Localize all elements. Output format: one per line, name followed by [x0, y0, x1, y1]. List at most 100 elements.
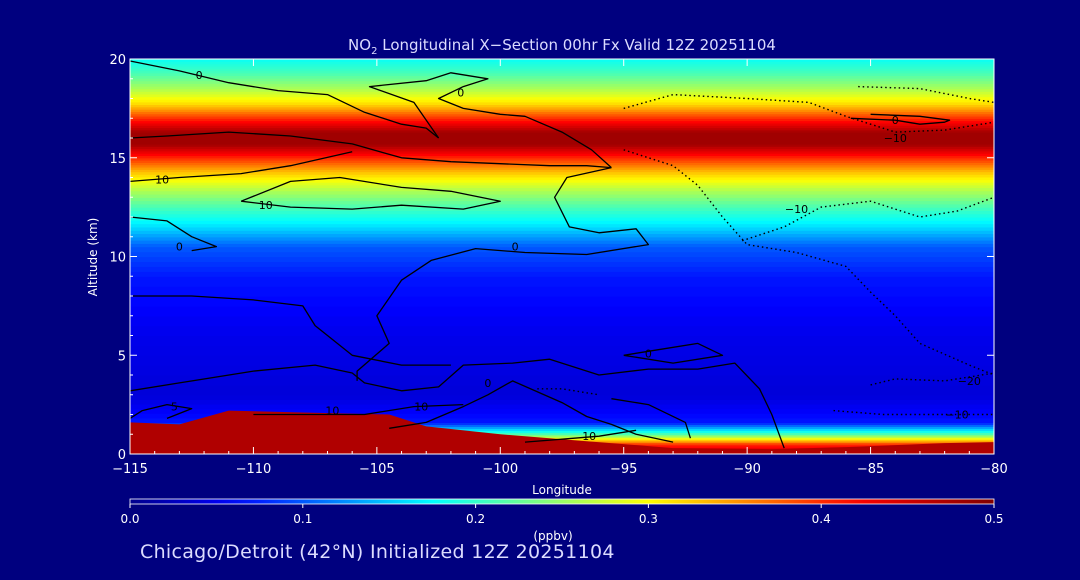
- contour-label: 10: [582, 430, 596, 443]
- heatmap-band: [130, 355, 994, 366]
- contour-label: 10: [325, 405, 339, 418]
- x-tick-label: −95: [610, 462, 637, 477]
- heatmap-band: [130, 118, 994, 122]
- contour-label: −10: [785, 203, 808, 216]
- heatmap-band: [130, 384, 994, 396]
- heatmap-band: [130, 139, 994, 143]
- heatmap-band: [130, 93, 994, 98]
- y-tick-label: 0: [118, 448, 126, 463]
- heatmap-band: [130, 83, 994, 87]
- heatmap-band: [130, 428, 994, 431]
- y-axis-label: Altitude (km): [86, 218, 100, 297]
- heatmap-band: [130, 430, 994, 433]
- contour-line: [623, 93, 994, 133]
- y-tick-label: 5: [118, 349, 126, 364]
- heatmap-band: [130, 413, 994, 419]
- heatmap-band: [130, 72, 994, 77]
- footer-caption: Chicago/Detroit (42°N) Initialized 12Z 2…: [140, 541, 615, 563]
- heatmap-band: [130, 136, 994, 139]
- chart-title-rest: Longitudinal X−Section 00hr Fx Valid 12Z…: [377, 36, 775, 54]
- heatmap-band: [130, 190, 994, 195]
- contour-line: [611, 398, 692, 439]
- contour-label: 10: [414, 401, 428, 414]
- heatmap-band: [130, 375, 994, 386]
- heatmap-band: [130, 266, 994, 272]
- contour-line: [623, 342, 724, 364]
- contour-label: 5: [171, 401, 178, 414]
- colorbar-tick-label: 0.1: [293, 512, 312, 526]
- heatmap-band: [130, 408, 994, 414]
- heatmap-band: [130, 138, 994, 141]
- contour-line: [130, 216, 218, 252]
- heatmap-band: [130, 240, 994, 244]
- chart-title: NO2 Longitudinal X−Section 00hr Fx Valid…: [348, 36, 776, 57]
- y-tick-label: 15: [109, 152, 126, 167]
- heatmap-band: [130, 148, 994, 152]
- heatmap-band: [130, 153, 994, 157]
- heatmap-band: [130, 65, 994, 69]
- heatmap-band: [130, 226, 994, 231]
- contour-line: [130, 358, 785, 449]
- colorbar-tick-label: 0.0: [120, 512, 139, 526]
- heatmap-band: [130, 261, 994, 267]
- contour-label: 0: [484, 377, 491, 390]
- heatmap-band: [130, 174, 994, 178]
- contour-line: [130, 295, 451, 366]
- heatmap-band: [130, 365, 994, 376]
- heatmap-band: [130, 276, 994, 287]
- heatmap-band: [130, 182, 994, 186]
- heatmap-band: [130, 75, 994, 79]
- contour-line: [130, 151, 353, 183]
- x-tick-label: −85: [857, 462, 884, 477]
- heatmap-band: [130, 150, 994, 154]
- heatmap-band: [130, 88, 994, 92]
- colorbar-gradient: [130, 499, 994, 504]
- contour-line: [356, 166, 650, 381]
- heatmap-band: [130, 217, 994, 221]
- heatmap-band: [130, 70, 994, 74]
- contour-label: 0: [892, 114, 899, 127]
- heatmap-band: [130, 243, 994, 248]
- heatmap-band: [130, 160, 994, 163]
- heatmap-band: [130, 141, 994, 145]
- contour-label: 10: [155, 174, 169, 187]
- heatmap-band: [130, 403, 994, 410]
- heatmap-band: [130, 101, 994, 106]
- heatmap-band: [130, 187, 994, 192]
- heatmap-band: [130, 193, 994, 198]
- heatmap-band: [130, 109, 994, 112]
- y-tick-label: 10: [109, 251, 126, 266]
- heatmap-band: [130, 435, 994, 439]
- contour-label: −10: [884, 132, 907, 145]
- heatmap-band: [130, 63, 994, 67]
- heatmap-band: [130, 200, 994, 205]
- colorbar-tick-label: 0.4: [812, 512, 831, 526]
- heatmap-band: [130, 80, 994, 84]
- heatmap-band: [130, 286, 994, 297]
- heatmap-band: [130, 146, 994, 150]
- heatmap-band: [130, 426, 994, 429]
- heatmap-band: [130, 223, 994, 228]
- contour-label: −20: [958, 375, 981, 388]
- contour-line: [870, 372, 994, 386]
- heatmap-band: [130, 155, 994, 159]
- contour-label: 0: [645, 347, 652, 360]
- heatmap-band: [130, 162, 994, 166]
- heatmap-band: [130, 230, 994, 235]
- heatmap-band: [130, 424, 994, 427]
- colorbar-frame: [129, 498, 995, 505]
- heatmap-band: [130, 197, 994, 202]
- heatmap-band: [130, 59, 994, 62]
- heatmap-band: [130, 169, 994, 173]
- contour-label: −10: [945, 409, 968, 422]
- heatmap-band: [130, 176, 994, 181]
- contour-label: 10: [259, 199, 273, 212]
- contour-label: 0: [512, 241, 519, 254]
- heatmap-band: [130, 85, 994, 90]
- colorbar: 0.0 0.1 0.2 0.3 0.4 0.5: [120, 498, 1004, 526]
- heatmap-band: [130, 220, 994, 225]
- heatmap-band: [130, 179, 994, 183]
- heatmap-band: [130, 134, 994, 137]
- heatmap-band: [130, 122, 994, 126]
